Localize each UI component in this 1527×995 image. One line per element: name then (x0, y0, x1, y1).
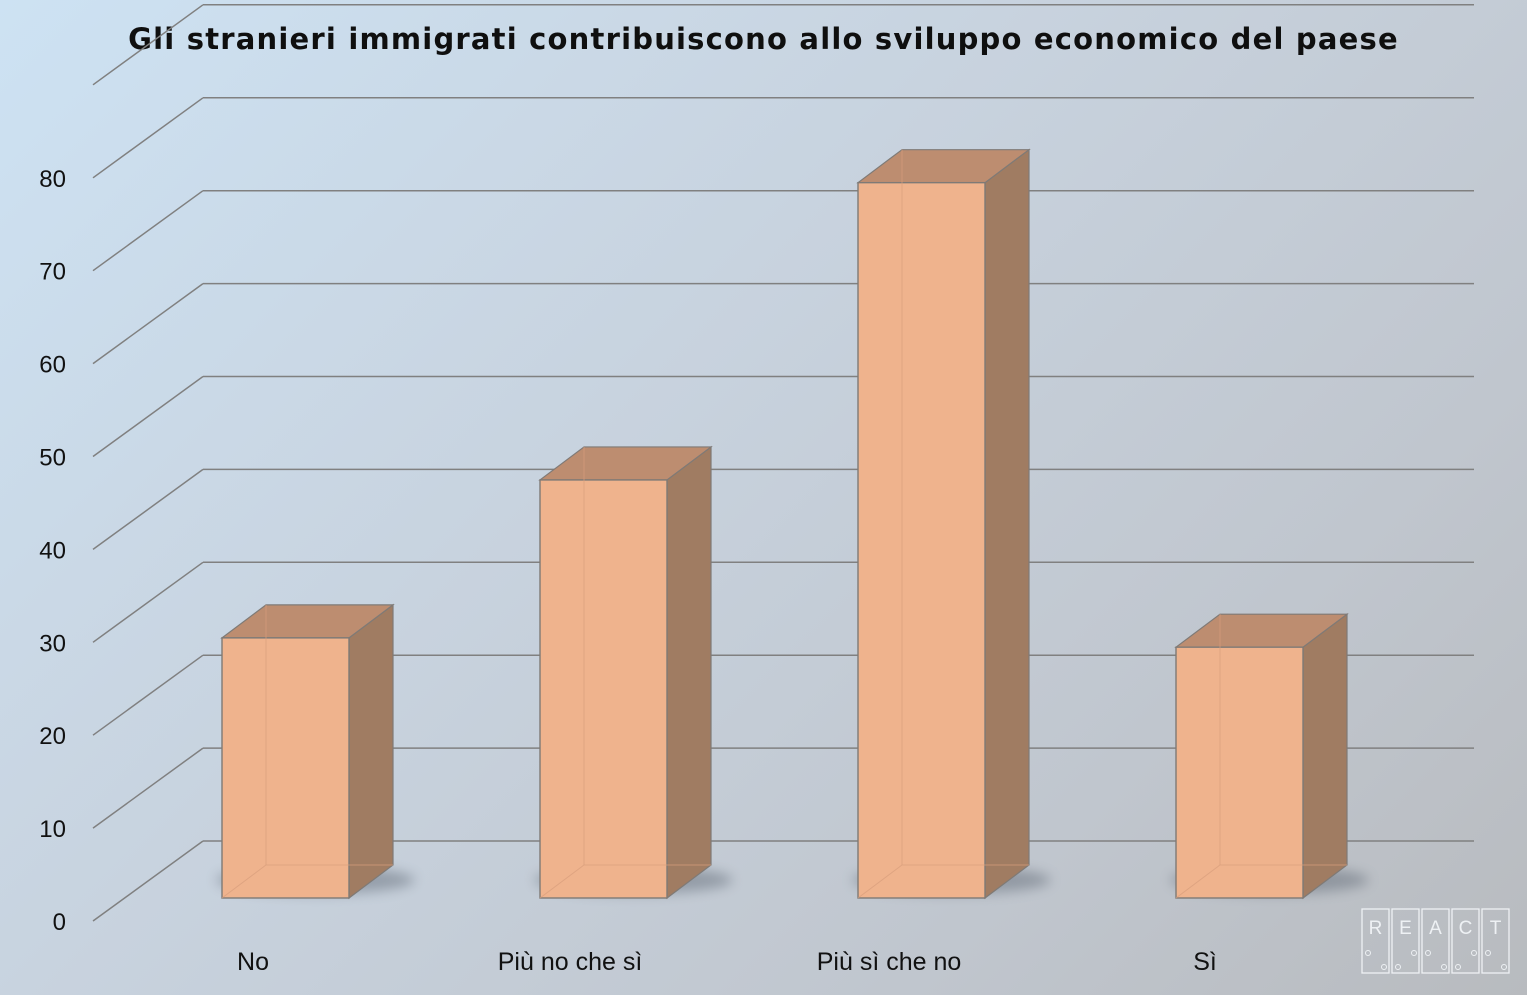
gridline-floor (92, 747, 204, 829)
x-tick-label: Sì (1193, 948, 1217, 976)
logo-dot (1441, 964, 1447, 970)
bar (1175, 646, 1304, 899)
bar-hidden-edge (221, 864, 393, 899)
y-tick-label: 0 (53, 909, 66, 936)
y-tick-label: 10 (39, 816, 66, 843)
logo-letter: E (1399, 918, 1412, 939)
y-tick-label: 70 (39, 259, 66, 286)
logo-dot (1471, 950, 1477, 956)
bar-hidden-edge (857, 864, 1029, 899)
bar (539, 479, 668, 899)
logo-dot (1381, 964, 1387, 970)
y-tick-label: 60 (39, 352, 66, 379)
gridline-floor (92, 190, 204, 272)
bar-side (984, 148, 1030, 900)
logo-letter: C (1459, 918, 1473, 939)
bar-side (348, 603, 394, 900)
y-tick-label: 50 (39, 445, 66, 472)
logo-letter: T (1490, 918, 1502, 939)
logo-dot (1395, 964, 1401, 970)
logo-box (1481, 908, 1510, 974)
logo-dot (1425, 950, 1431, 956)
logo-letter: R (1369, 918, 1383, 939)
gridline-floor (92, 375, 204, 458)
y-tick-label: 40 (39, 537, 66, 564)
gridline-floor (92, 561, 204, 643)
y-tick-label: 80 (39, 166, 66, 193)
y-tick-label: 20 (39, 723, 66, 750)
bar (857, 181, 986, 899)
logo-dot (1365, 950, 1371, 956)
gridline-floor (92, 4, 204, 86)
bar-hidden-edge (539, 864, 711, 899)
gridline-floor (92, 654, 204, 736)
logo-dot (1455, 964, 1461, 970)
logo-box (1361, 908, 1390, 974)
x-tick-label: Più no che sì (498, 948, 643, 976)
x-tick-label: Più sì che no (817, 948, 962, 976)
chart-title: Gli stranieri immigrati contribuiscono a… (128, 22, 1399, 56)
gridline-floor (92, 282, 204, 365)
logo-box (1451, 908, 1480, 974)
logo-box (1421, 908, 1450, 974)
bar (221, 637, 350, 899)
gridline-floor (92, 840, 204, 922)
bar-side (1302, 612, 1348, 900)
logo-dot (1411, 950, 1417, 956)
gridline-floor (92, 97, 204, 179)
bar-side (666, 445, 712, 900)
bar-hidden-edge (1175, 864, 1347, 899)
logo-dot (1501, 964, 1507, 970)
gridline-floor (92, 468, 204, 551)
y-tick-label: 30 (39, 630, 66, 657)
logo-box (1391, 908, 1420, 974)
logo-letter: A (1429, 918, 1442, 939)
x-tick-label: No (237, 948, 269, 976)
logo-dot (1485, 950, 1491, 956)
